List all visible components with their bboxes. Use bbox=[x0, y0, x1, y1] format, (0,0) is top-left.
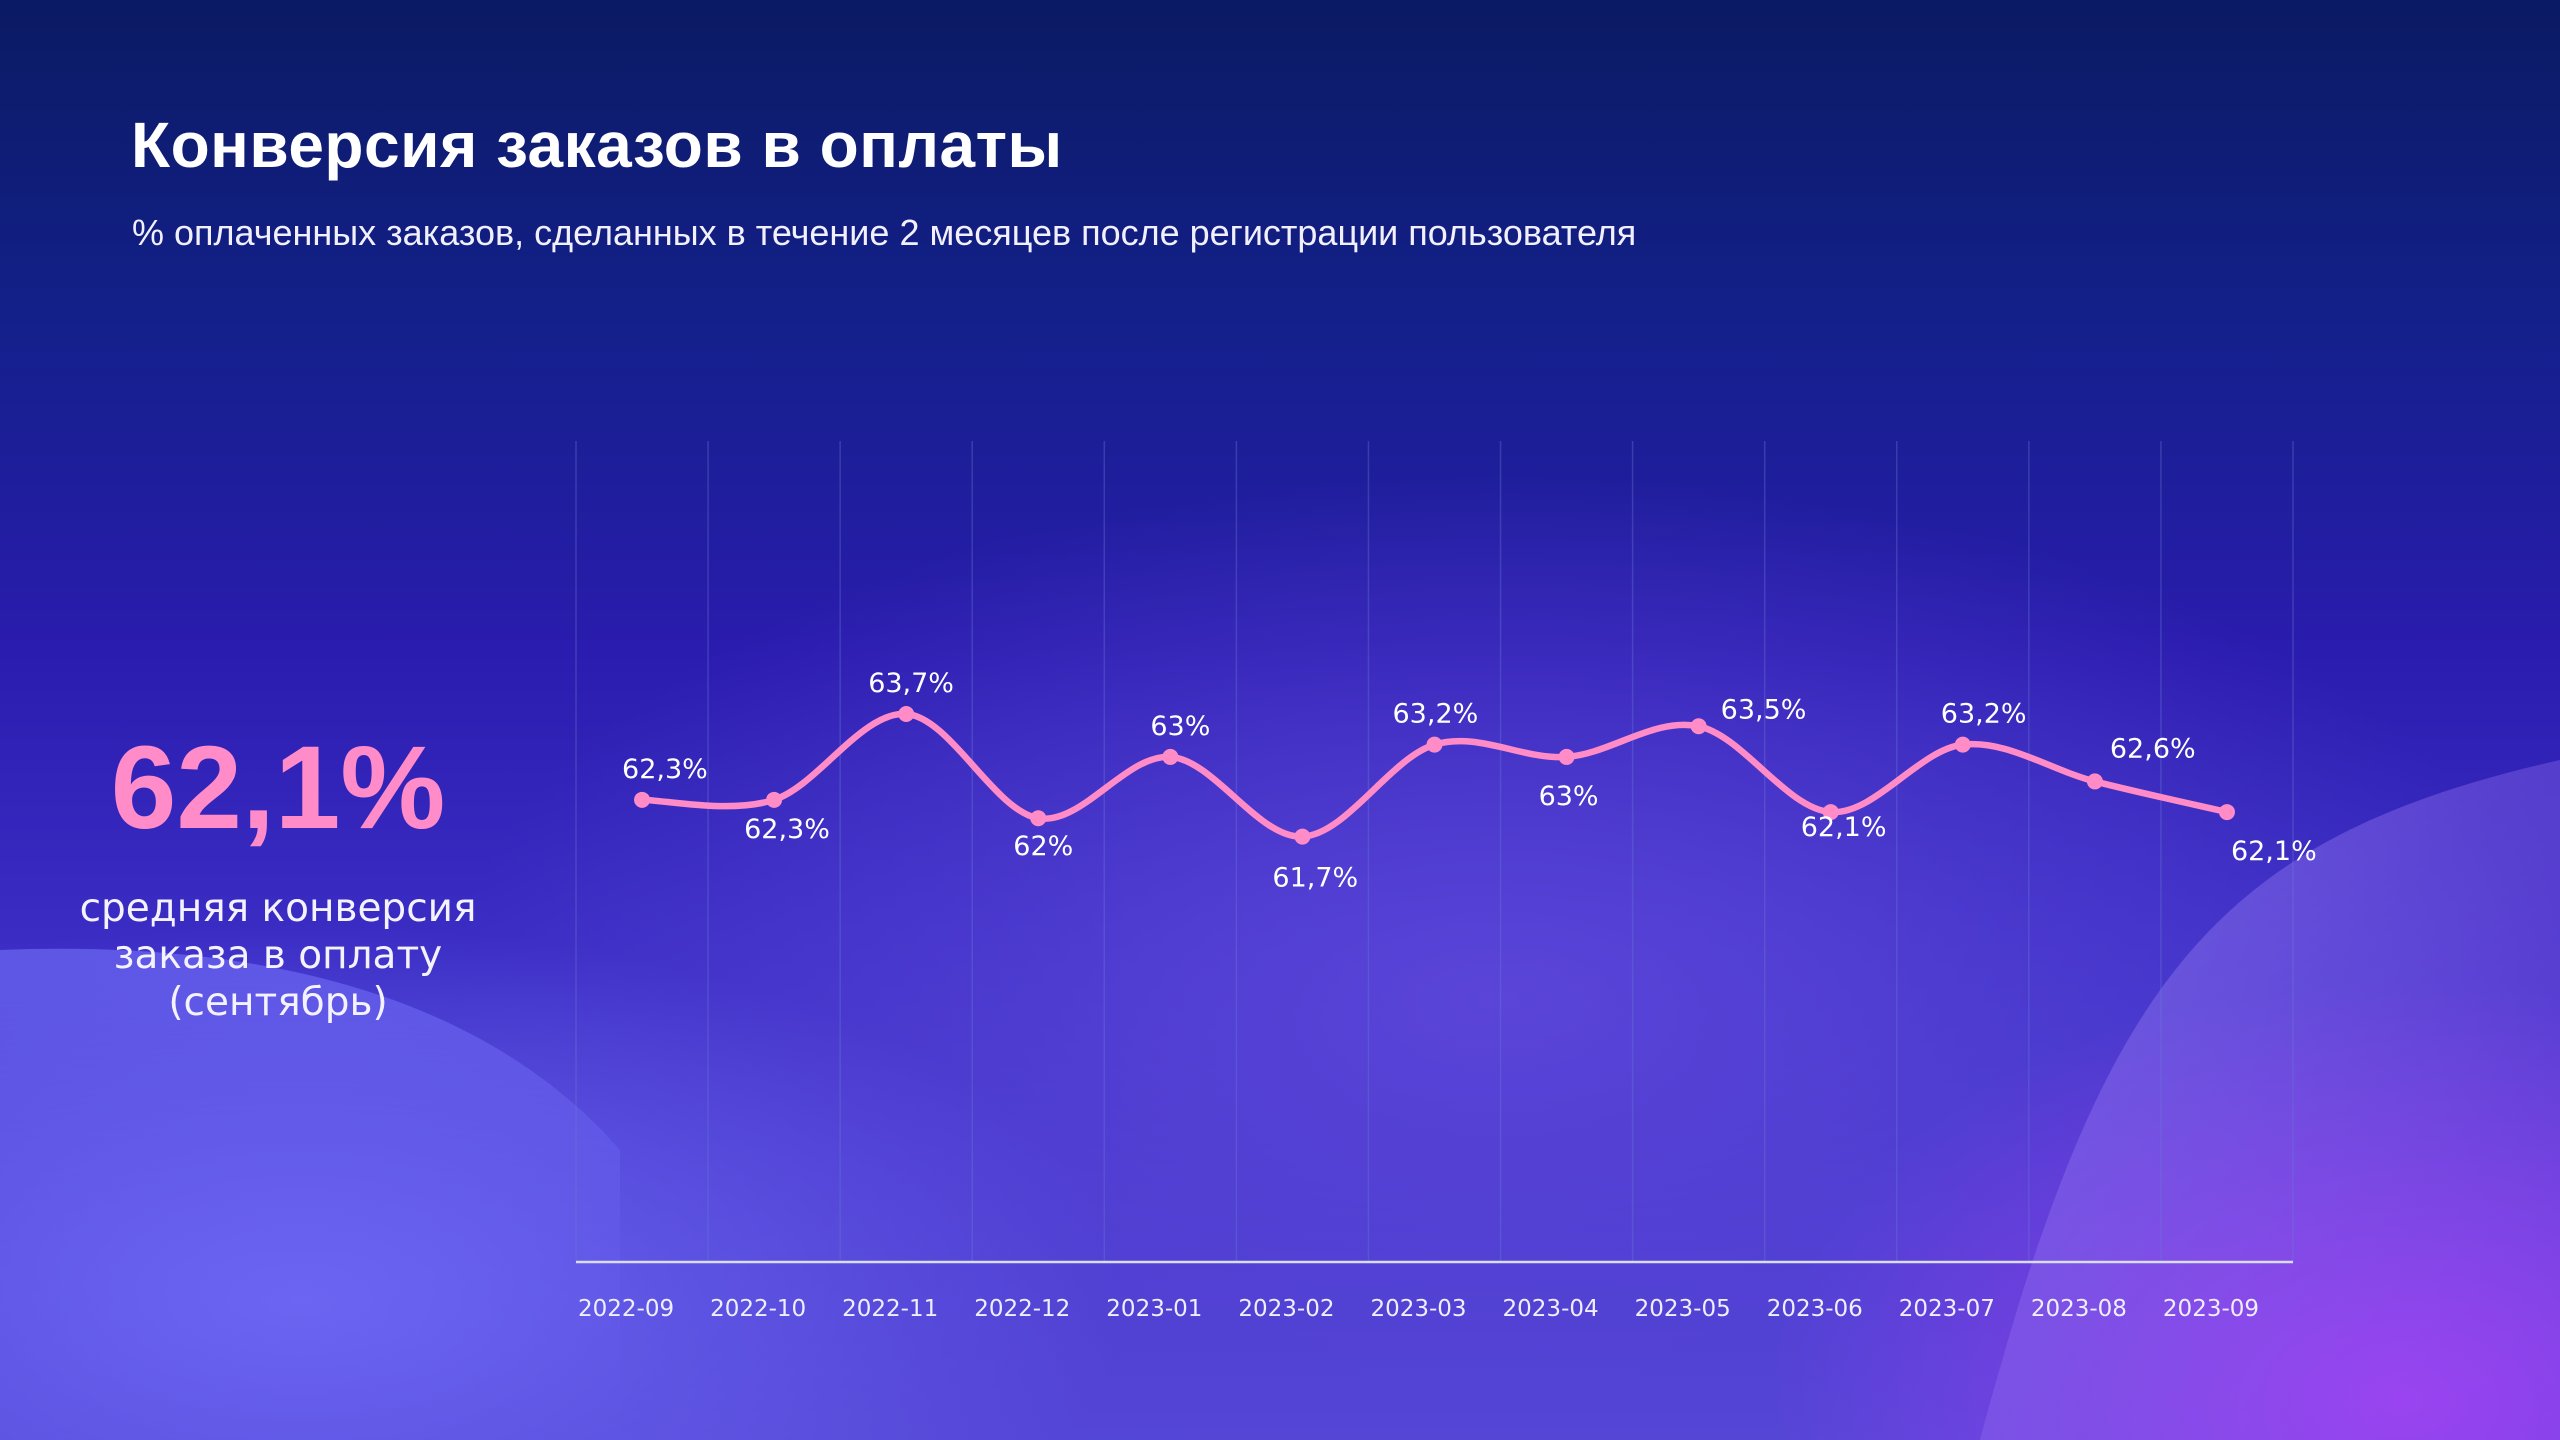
kpi-caption-line: (сентябрь) bbox=[168, 980, 388, 1025]
kpi-caption-line: заказа в оплату bbox=[113, 933, 443, 978]
data-label: 63,2% bbox=[1393, 699, 1479, 730]
x-tick-label: 2023-05 bbox=[1635, 1296, 1731, 1322]
data-label: 63% bbox=[1150, 711, 1210, 742]
data-point bbox=[1558, 748, 1575, 765]
x-tick-label: 2023-03 bbox=[1370, 1296, 1466, 1322]
data-label: 62,1% bbox=[2231, 836, 2317, 867]
page-title: Конверсия заказов в оплаты bbox=[131, 109, 1063, 181]
data-point bbox=[2086, 773, 2103, 790]
kpi-caption: средняя конверсия заказа в оплату (сентя… bbox=[38, 885, 518, 1026]
data-point bbox=[1822, 804, 1839, 821]
data-point bbox=[2218, 804, 2235, 821]
data-label: 62,6% bbox=[2110, 733, 2196, 764]
data-point bbox=[1030, 810, 1047, 827]
x-tick-label: 2023-09 bbox=[2163, 1296, 2259, 1322]
kpi-value: 62,1% bbox=[110, 722, 446, 854]
x-tick-label: 2022-09 bbox=[578, 1296, 674, 1322]
x-tick-label: 2022-11 bbox=[842, 1296, 938, 1322]
x-tick-label: 2022-10 bbox=[710, 1296, 806, 1322]
x-tick-label: 2023-07 bbox=[1899, 1296, 1995, 1322]
series-line bbox=[638, 710, 2231, 840]
data-label: 63,7% bbox=[868, 668, 954, 699]
x-tick-label: 2022-12 bbox=[974, 1296, 1070, 1322]
x-tick-label: 2023-02 bbox=[1238, 1296, 1334, 1322]
data-point bbox=[898, 706, 915, 722]
x-tick-label: 2023-08 bbox=[2031, 1296, 2127, 1322]
x-tick-label: 2023-06 bbox=[1767, 1296, 1863, 1322]
data-point bbox=[1294, 828, 1311, 845]
data-point bbox=[1690, 718, 1707, 735]
data-label: 63,2% bbox=[1941, 699, 2027, 730]
x-tick-label: 2023-04 bbox=[1503, 1296, 1599, 1322]
data-point bbox=[1162, 748, 1179, 765]
data-label: 63,5% bbox=[1721, 694, 1807, 725]
data-label: 62,3% bbox=[744, 814, 830, 845]
data-point bbox=[1426, 736, 1443, 753]
kpi-caption-line: средняя конверсия bbox=[79, 886, 477, 931]
data-point bbox=[1954, 736, 1971, 753]
x-tick-label: 2023-01 bbox=[1106, 1296, 1202, 1322]
data-label: 62,3% bbox=[622, 754, 708, 785]
data-label: 62,1% bbox=[1801, 812, 1887, 843]
data-label: 62% bbox=[1013, 831, 1073, 862]
data-label: 63% bbox=[1539, 781, 1599, 812]
data-point bbox=[766, 791, 783, 808]
data-label: 61,7% bbox=[1272, 863, 1358, 894]
page-subtitle: % оплаченных заказов, сделанных в течени… bbox=[132, 212, 1637, 253]
data-point bbox=[634, 791, 651, 808]
